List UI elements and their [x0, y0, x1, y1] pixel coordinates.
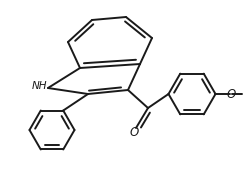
Text: O: O: [226, 88, 236, 101]
Text: O: O: [129, 127, 139, 140]
Text: NH: NH: [31, 81, 47, 91]
